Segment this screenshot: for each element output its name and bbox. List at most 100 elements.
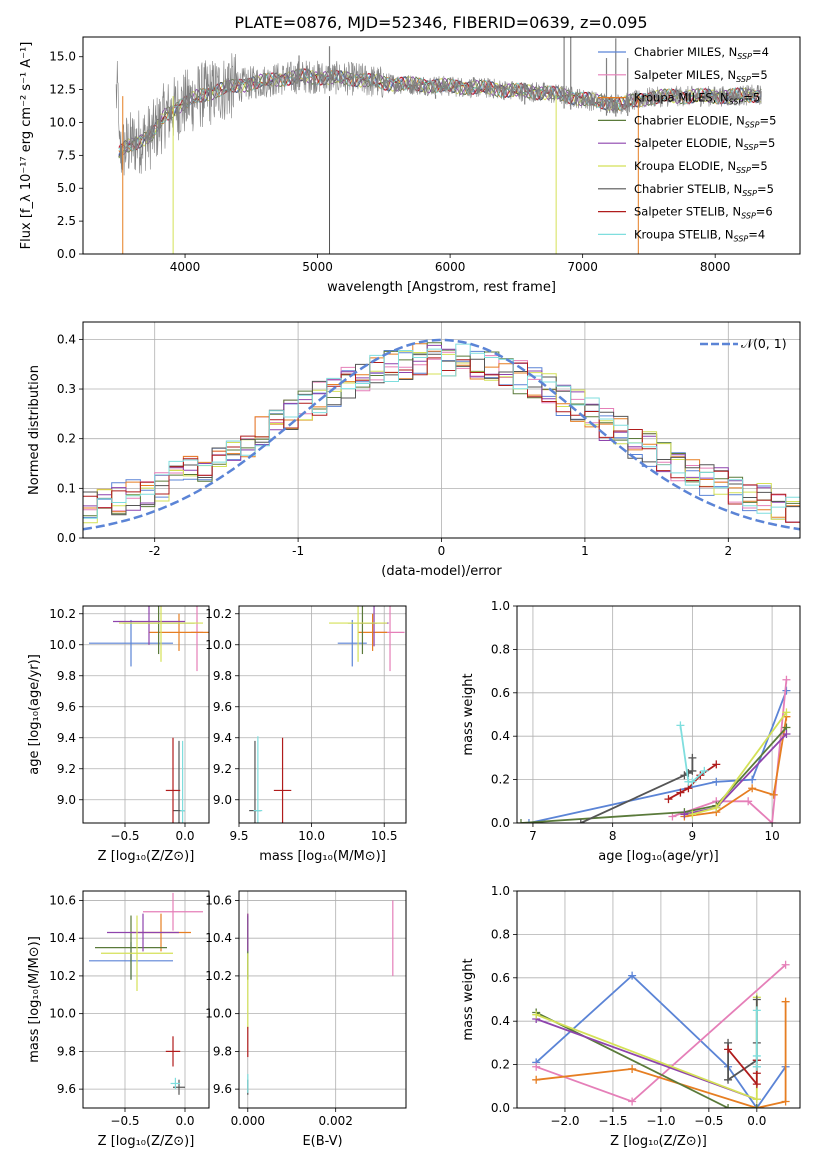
series-marker [664, 795, 673, 804]
panel-age_vs_Z: −0.5 0.0 9.0 9.2 9.4 9.6 9.8 10.0 10.2 Z [log₁₀(Z… [27, 605, 210, 864]
y-tick-label: 15.0 [49, 50, 76, 64]
y-axis-label: Flux [f_λ 10⁻¹⁷ erg cm⁻² s⁻¹ A⁻¹] [19, 42, 34, 250]
y-tick-label: 1.0 [491, 599, 510, 613]
panel-residuals: -2 -1 0 1 2 0.0 0.1 0.2 0.3 0.4 (data-model)/error… [27, 321, 801, 579]
series-marker [724, 1045, 733, 1054]
legend: Chabrier MILES, NSSP=4 Salpeter MILES, NS… [598, 45, 776, 243]
series-marker [676, 788, 685, 797]
x-tick-label: −0.5 [694, 1114, 723, 1128]
x-tick-label: 0.0 [175, 1114, 194, 1128]
legend-entry: Chabrier STELIB, NSSP=5 [634, 182, 774, 198]
x-axis-label: Z [log₁₀(Z/Z⊙)] [98, 849, 195, 864]
series-marker [524, 819, 533, 823]
y-tick-label: 9.8 [213, 669, 232, 683]
x-tick-label: 2 [724, 544, 732, 558]
x-tick-label: 8 [609, 829, 617, 843]
series-marker [628, 1064, 637, 1073]
histogram-step [83, 344, 800, 523]
legend-entry: Chabrier ELODIE, NSSP=5 [634, 113, 776, 129]
y-tick-label: 9.8 [57, 1044, 76, 1058]
axes-frame [82, 36, 801, 255]
x-tick-label: 0.002 [319, 1114, 353, 1128]
x-tick-label: −0.5 [110, 1114, 139, 1128]
x-axis-label: age [log₁₀(age/yr)] [598, 849, 719, 864]
x-axis-label: E(B-V) [302, 1134, 342, 1149]
y-tick-label: 9.6 [57, 1082, 76, 1096]
x-tick-label: 9.5 [229, 829, 248, 843]
legend-entry: Kroupa MILES, NSSP=5 [634, 91, 760, 107]
series-marker [628, 971, 637, 980]
x-tick-label: −1.5 [598, 1114, 627, 1128]
y-tick-label: 0.8 [491, 927, 510, 941]
y-tick-label: 10.0 [205, 638, 232, 652]
x-tick-label: 0.0 [747, 1114, 766, 1128]
plot-area-residuals [83, 338, 800, 531]
y-tick-label: 0.0 [57, 531, 76, 545]
y-tick-label: 9.4 [57, 731, 76, 745]
series-line [727, 1048, 758, 1087]
series-marker [782, 708, 791, 717]
x-tick-label: 0.000 [231, 1114, 265, 1128]
y-tick-label: 0.6 [491, 971, 510, 985]
series-marker [532, 1075, 541, 1084]
y-tick-label: 0.6 [491, 686, 510, 700]
y-tick-label: 9.0 [213, 793, 232, 807]
x-axis-label: Z [log₁₀(Z/Z⊙)] [610, 1134, 707, 1149]
series-marker [752, 1051, 761, 1060]
histogram-step [83, 343, 800, 519]
figure-title: PLATE=0876, MJD=52346, FIBERID=0639, z=0… [234, 13, 647, 32]
series-marker [712, 760, 721, 769]
x-tick-label: 7000 [567, 260, 598, 274]
y-tick-label: 0.0 [491, 816, 510, 830]
series-marker [688, 753, 697, 762]
y-tick-label: 0.4 [491, 1014, 510, 1028]
y-tick-label: 10.2 [49, 607, 76, 621]
y-tick-label: 0.4 [491, 729, 510, 743]
axes-frame [82, 321, 801, 539]
series-marker [532, 1062, 541, 1071]
y-tick-label: 0.1 [57, 481, 76, 495]
series-marker [781, 997, 790, 1006]
panel-spectrum: 4000 5000 6000 7000 8000 0.0 2.5 5.0 7.5 10.0 12.5… [19, 36, 801, 295]
plot-area-weight_vs_Z [532, 960, 790, 1108]
y-tick-label: 9.2 [213, 762, 232, 776]
legend-entry: 𝒩(0, 1) [741, 336, 787, 351]
y-tick-label: 9.6 [213, 700, 232, 714]
series-marker [688, 777, 697, 786]
y-tick-label: 10.0 [205, 1007, 232, 1021]
x-axis-label: wavelength [Angstrom, rest frame] [327, 280, 556, 295]
series-marker [668, 812, 677, 821]
legend-entry: Kroupa STELIB, NSSP=4 [634, 227, 765, 243]
legend-entry: Kroupa ELODIE, NSSP=5 [634, 159, 768, 175]
x-tick-label: 1 [581, 544, 589, 558]
panel-weight_vs_Z: −2.0 −1.5 −1.0 −0.5 0.0 0.0 0.2 0.4 0.6 0.8 1.0 Z [… [461, 884, 801, 1149]
y-tick-label: 0.2 [57, 432, 76, 446]
series-marker [680, 810, 689, 819]
data-spectrum [115, 53, 762, 176]
y-tick-label: 9.8 [57, 669, 76, 683]
legend-entry: Salpeter STELIB, NSSP=6 [634, 205, 773, 221]
y-tick-label: 10.0 [49, 115, 76, 129]
x-tick-label: 0 [438, 544, 446, 558]
y-axis-label: age [log₁₀(age/yr)] [27, 654, 42, 775]
series-marker [769, 790, 778, 799]
y-tick-label: 0.2 [491, 773, 510, 787]
series-marker [781, 960, 790, 969]
x-tick-label: 6000 [435, 260, 466, 274]
panel-mass_vs_Z: −0.5 0.0 9.6 9.8 10.0 10.2 10.4 10.6 Z [log₁₀(Z/… [27, 890, 210, 1149]
panel-weight_vs_age: 7 8 9 10 0.0 0.2 0.4 0.6 0.8 1.0 age [log₁₀(age/yr… [461, 599, 801, 864]
y-tick-label: 0.3 [57, 382, 76, 396]
y-axis-label: mass [log₁₀(M/M⊙)] [27, 936, 42, 1063]
series-line [536, 1001, 787, 1108]
y-tick-label: 5.0 [57, 181, 76, 195]
y-tick-label: 10.2 [49, 969, 76, 983]
y-tick-label: 0.2 [491, 1058, 510, 1072]
x-tick-label: 8000 [700, 260, 731, 274]
axes-frame [82, 605, 210, 824]
y-tick-label: 10.0 [49, 638, 76, 652]
y-tick-label: 10.4 [49, 931, 76, 945]
plot-area-mass_vs_Z [89, 892, 203, 1095]
series-marker [782, 675, 791, 684]
series-line [535, 1011, 757, 1108]
